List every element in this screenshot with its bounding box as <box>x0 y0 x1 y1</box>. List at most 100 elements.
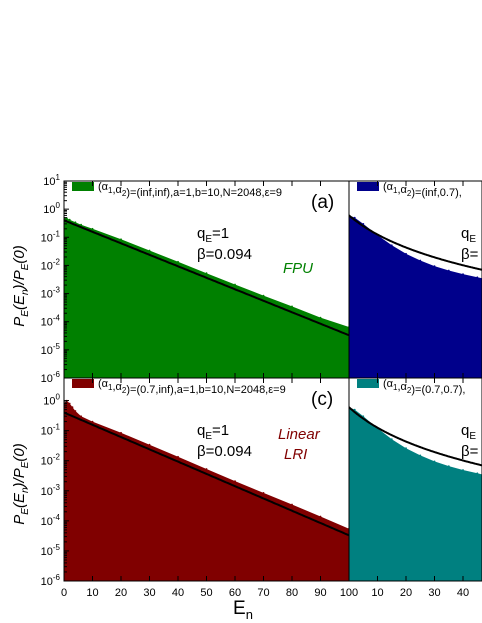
x-tick-label: 50 <box>200 587 212 599</box>
data-point <box>91 227 94 230</box>
annotation-q: qE <box>461 422 476 442</box>
data-point <box>234 480 236 482</box>
x-tick-label: 80 <box>286 587 298 599</box>
panel-2: (α1,α2)=(inf,0.7), qEβ= <box>348 180 482 379</box>
y-tick-label: 10-6 <box>41 573 61 588</box>
y-tick-label: 10-2 <box>41 453 61 468</box>
fit-line <box>64 219 349 337</box>
panel-label: (c) <box>311 389 333 410</box>
annotation-beta: β= <box>461 246 479 263</box>
data-point <box>74 221 77 224</box>
legend-swatch <box>72 379 94 388</box>
x-tick-label: 0 <box>61 587 67 599</box>
y-axis-title: PE(En)/PE(0) <box>11 245 31 326</box>
panel-frame <box>348 377 482 582</box>
panel-plot-area <box>349 406 482 581</box>
x-tick-label: 60 <box>229 587 241 599</box>
legend-text: (α1,α2)=(inf,0.7), <box>383 181 462 199</box>
data-point <box>71 406 74 409</box>
x-tick-label: 30 <box>143 587 155 599</box>
legend-swatch <box>357 379 379 388</box>
data-point <box>91 420 94 423</box>
data-point <box>74 410 77 412</box>
histogram-area <box>64 400 349 581</box>
legend-text: (α1,α2)=(0.7,0.7), <box>383 378 465 396</box>
annotation-beta: β=0.094 <box>197 443 252 460</box>
y-tick-label: 10-5 <box>41 543 61 558</box>
y-tick-label: 10-6 <box>41 370 61 385</box>
model-label: LRI <box>284 446 307 463</box>
data-point <box>390 244 393 247</box>
x-tick-label: 90 <box>314 587 326 599</box>
fit-line <box>64 411 349 537</box>
y-tick-label: 101 <box>43 173 60 188</box>
fit-line <box>349 214 482 271</box>
annotation-q: qE=1 <box>197 422 229 442</box>
data-point <box>262 492 265 494</box>
panel-1: (α1,α2)=(inf,inf),a=1,b=10,N=2048,ε=9 (a)… <box>41 173 350 385</box>
legend-swatch <box>72 182 94 191</box>
x-tick-label: 10 <box>371 587 383 599</box>
panel-plot-area <box>349 214 482 378</box>
annotation-q: qE <box>461 225 476 245</box>
data-point <box>205 468 208 470</box>
data-point <box>362 223 365 225</box>
data-point <box>433 460 436 463</box>
y-tick-label: 10-4 <box>41 513 61 528</box>
data-point <box>68 402 71 405</box>
data-point <box>148 249 151 252</box>
model-label: Linear <box>278 426 321 443</box>
legend-swatch <box>357 182 379 191</box>
data-point <box>319 316 322 319</box>
x-tick-label: 100 <box>340 587 358 599</box>
data-point <box>447 465 450 467</box>
histogram-area <box>64 217 349 378</box>
data-point <box>120 431 122 434</box>
data-point <box>80 223 82 226</box>
data-point <box>68 218 71 221</box>
x-axis-title: En <box>233 598 253 622</box>
y-tick-label: 10-4 <box>41 314 61 329</box>
annotation-beta: β= <box>461 443 479 460</box>
data-point <box>419 259 422 262</box>
data-point <box>462 273 464 275</box>
data-point <box>80 415 82 418</box>
data-point <box>177 260 179 263</box>
x-tick-label: 40 <box>172 587 184 599</box>
data-point <box>462 469 464 471</box>
data-point <box>148 443 151 446</box>
x-tick-label: 40 <box>457 587 469 599</box>
data-point <box>353 216 356 219</box>
x-tick-label: 20 <box>400 587 412 599</box>
y-tick-label: 10-1 <box>41 423 61 438</box>
data-point <box>291 305 293 308</box>
data-point <box>262 294 265 297</box>
data-point <box>419 454 422 457</box>
data-point <box>353 408 356 411</box>
y-tick-label: 10-3 <box>41 483 61 498</box>
x-tick-label: 20 <box>115 587 127 599</box>
y-tick-label: 10-2 <box>41 257 61 272</box>
data-point <box>476 472 479 475</box>
fit-line <box>349 406 482 467</box>
panel-4: (α1,α2)=(0.7,0.7), qEβ= <box>348 377 482 582</box>
legend-text: (α1,α2)=(0.7,inf),a=1,b=10,N=2048,ε=9 <box>98 378 286 396</box>
panel-3: (α1,α2)=(0.7,inf),a=1,b=10,N=2048,ε=9 (c)… <box>41 377 350 588</box>
y-tick-label: 10-5 <box>41 342 61 357</box>
x-tick-label: 10 <box>86 587 98 599</box>
data-point <box>291 503 293 506</box>
data-point <box>234 283 236 286</box>
annotation-q: qE=1 <box>197 225 229 245</box>
y-tick-label: 100 <box>43 393 60 408</box>
panel-plot-area <box>64 216 349 378</box>
y-tick-label: 10-3 <box>41 286 61 301</box>
histogram-area <box>349 215 482 378</box>
data-point <box>447 269 450 272</box>
data-point <box>390 438 393 441</box>
histogram-area <box>349 407 482 581</box>
data-point <box>476 276 479 279</box>
data-point <box>405 447 407 450</box>
data-point <box>405 252 407 255</box>
data-point <box>362 415 365 418</box>
